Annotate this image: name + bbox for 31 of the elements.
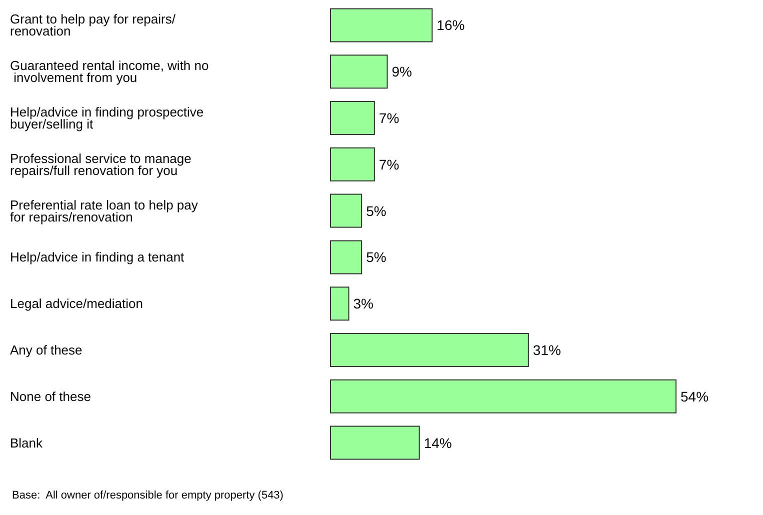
bar — [330, 194, 362, 228]
y-tick-label: Preferential rate loan to help pay for repairs/renovation — [10, 197, 202, 224]
data-label: 31% — [532, 342, 561, 358]
text: Base: All owner of/responsible for empty property (543) — [12, 490, 284, 502]
bar — [330, 147, 375, 182]
y-tick-label: Guaranteed rental income, with no involvement from you — [10, 58, 209, 86]
data-label: 5% — [366, 249, 386, 266]
bar — [330, 379, 676, 414]
y-tick-label: None of these — [10, 388, 91, 404]
bar — [330, 286, 350, 321]
data-label: 14% — [424, 434, 452, 451]
y-tick-label: Blank — [10, 435, 44, 450]
bar — [330, 240, 362, 274]
data-label: 7% — [378, 110, 400, 126]
y-tick-label: Legal advice/mediation — [10, 296, 143, 312]
data-label: 16% — [436, 17, 465, 34]
bar — [330, 54, 388, 89]
bar — [330, 101, 375, 135]
data-label: 54% — [680, 388, 709, 404]
data-label: 3% — [353, 296, 374, 312]
data-label: 7% — [378, 156, 400, 172]
y-tick-label: Help/advice in finding a tenant — [10, 250, 185, 265]
y-tick-label: Any of these — [10, 342, 82, 358]
data-label: 9% — [392, 64, 412, 80]
bar — [330, 333, 529, 367]
bar — [330, 426, 420, 460]
y-tick-label: Professional service to manage repairs/full renovation for you — [10, 150, 195, 178]
data-label: 5% — [366, 202, 386, 219]
bar — [330, 8, 433, 42]
y-tick-label: Grant to help pay for repairs/renovation — [10, 12, 176, 39]
y-tick-label: Help/advice in finding prospective buyer/selling it — [10, 104, 208, 132]
